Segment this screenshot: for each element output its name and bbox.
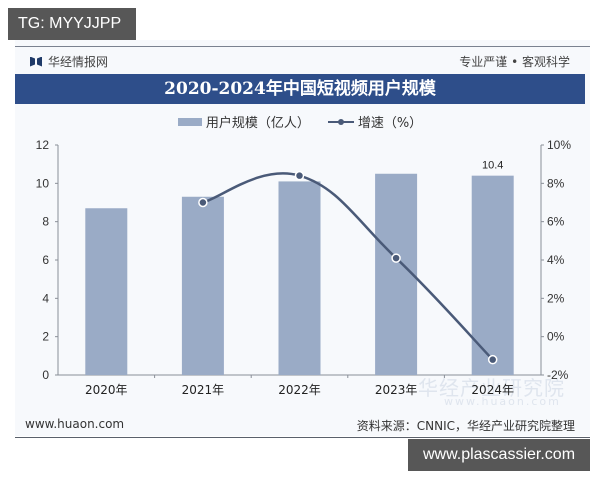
right-axis-tick: -2% <box>547 368 569 382</box>
growth-line <box>202 172 494 361</box>
legend: 用户规模（亿人） 增速（%） <box>0 112 600 131</box>
legend-item-line: 增速（%） <box>327 112 423 131</box>
left-axis-tick: 2 <box>42 330 49 344</box>
right-axis-tick: 6% <box>547 215 565 229</box>
site-overlay-label: www.plascassier.com <box>408 439 590 471</box>
bar-swatch-icon <box>177 117 202 126</box>
legend-bar-label: 用户规模（亿人） <box>205 116 310 131</box>
left-axis-tick: 8 <box>42 215 49 229</box>
bottom-rule <box>15 437 590 438</box>
growth-point <box>294 170 305 181</box>
left-axis-tick: 10 <box>36 176 50 190</box>
data-label: 10.4 <box>482 160 503 172</box>
legend-item-bar: 用户规模（亿人） <box>177 112 310 131</box>
x-axis-label: 2020年 <box>85 383 128 397</box>
right-axis-tick: 10% <box>547 138 571 152</box>
left-axis-tick: 12 <box>36 138 50 152</box>
right-axis-tick: 8% <box>547 176 565 190</box>
legend-line-label: 增速（%） <box>357 116 423 131</box>
tg-overlay-label: TG: MYYJJPP <box>8 8 136 40</box>
bar <box>278 181 321 375</box>
line-swatch-icon <box>327 117 354 127</box>
watermark-url: www.huaon.com <box>444 395 561 408</box>
x-axis-label: 2022年 <box>278 383 321 397</box>
bar <box>181 196 224 375</box>
top-rule <box>15 46 590 47</box>
right-axis-tick: 4% <box>547 253 565 267</box>
right-axis-tick: 2% <box>547 291 565 305</box>
growth-point <box>198 197 208 208</box>
footer-source: 资料来源：CNNIC，华经产业研究院整理 <box>356 419 575 433</box>
left-axis-tick: 6 <box>42 253 49 267</box>
chart-title: 2020-2024年中国短视频用户规模 <box>15 74 585 104</box>
brand: 华经情报网 <box>30 53 108 70</box>
brand-name: 华经情报网 <box>48 55 109 69</box>
x-axis-label: 2024年 <box>471 383 514 397</box>
slogan: 专业严谨 • 客观科学 <box>459 55 570 69</box>
left-axis-tick: 4 <box>42 291 49 305</box>
bar <box>85 208 128 375</box>
right-axis-tick: 0% <box>547 330 565 344</box>
growth-point <box>487 354 498 365</box>
bar <box>471 175 514 375</box>
x-axis-label: 2023年 <box>375 383 418 397</box>
x-axis-label: 2021年 <box>182 383 225 397</box>
footer-website: www.huaon.com <box>25 417 125 431</box>
left-axis-tick: 0 <box>42 368 49 382</box>
watermark: 华经产业研究院 <box>418 376 565 400</box>
growth-point <box>391 253 401 263</box>
bar <box>375 173 418 375</box>
